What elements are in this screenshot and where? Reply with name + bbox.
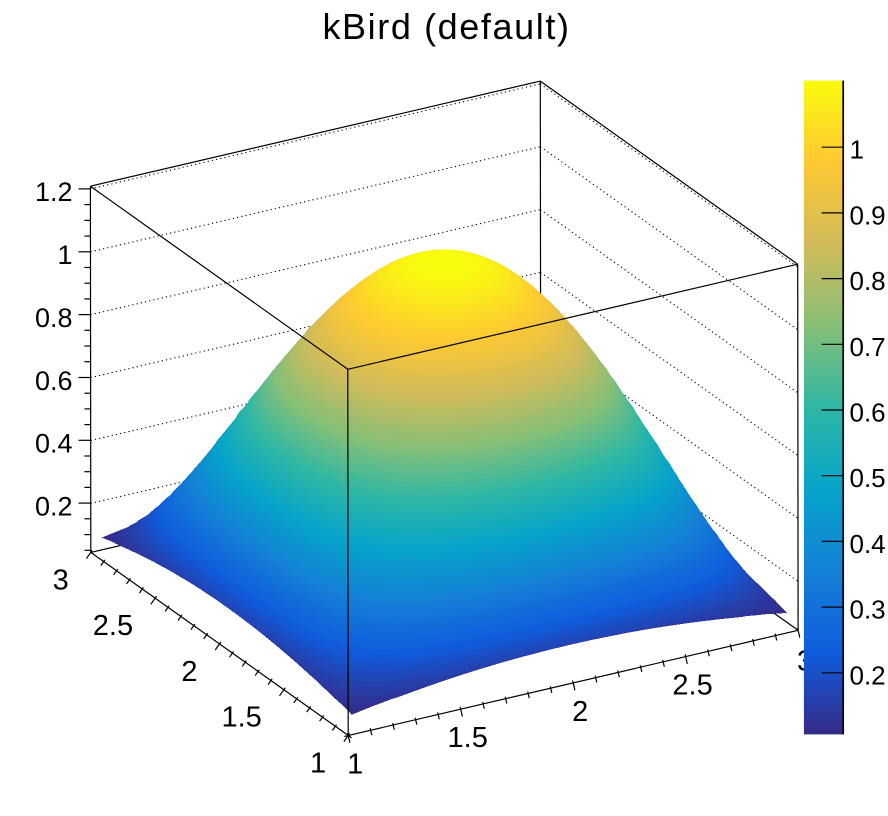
svg-text:2.5: 2.5 xyxy=(672,670,712,702)
svg-text:2.5: 2.5 xyxy=(93,610,133,642)
svg-text:0.5: 0.5 xyxy=(850,463,886,493)
svg-text:0.7: 0.7 xyxy=(850,332,886,362)
svg-text:1: 1 xyxy=(310,748,326,780)
svg-text:2: 2 xyxy=(181,656,197,688)
svg-text:1: 1 xyxy=(347,749,363,781)
svg-text:0.9: 0.9 xyxy=(850,200,886,230)
svg-text:1: 1 xyxy=(850,135,864,165)
svg-text:3: 3 xyxy=(53,564,69,596)
svg-text:0.2: 0.2 xyxy=(35,491,73,521)
svg-text:1: 1 xyxy=(57,240,72,270)
svg-text:0.8: 0.8 xyxy=(35,303,73,333)
svg-text:1.5: 1.5 xyxy=(448,722,488,754)
svg-text:2: 2 xyxy=(572,696,588,728)
svg-text:0.6: 0.6 xyxy=(35,366,73,396)
svg-text:kBird (default): kBird (default) xyxy=(322,6,570,47)
svg-text:0.4: 0.4 xyxy=(35,429,73,459)
svg-text:0.4: 0.4 xyxy=(850,529,886,559)
svg-text:0.6: 0.6 xyxy=(850,398,886,428)
svg-text:0.2: 0.2 xyxy=(850,660,886,690)
svg-text:0.3: 0.3 xyxy=(850,595,886,625)
svg-text:1.5: 1.5 xyxy=(221,702,261,734)
svg-text:1.2: 1.2 xyxy=(35,177,73,207)
svg-text:0.8: 0.8 xyxy=(850,266,886,296)
